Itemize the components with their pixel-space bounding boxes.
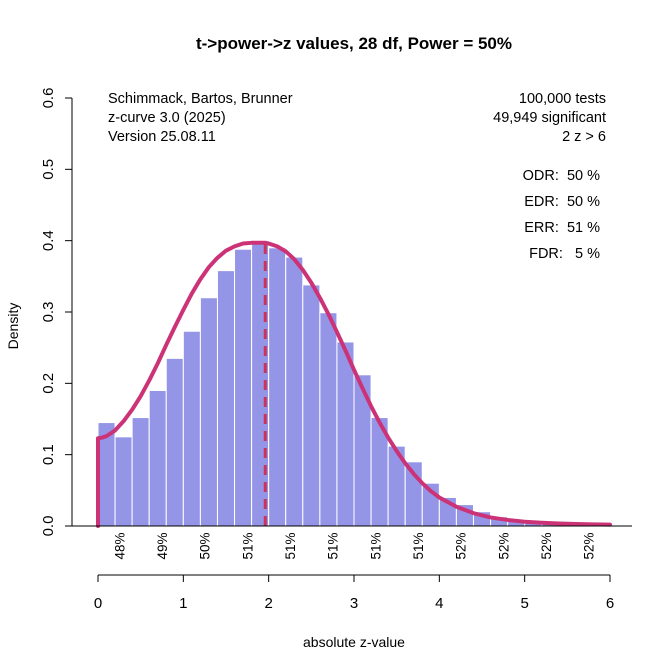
- histogram-bar: [114, 436, 133, 527]
- stat-line: ODR: 50 %: [523, 168, 600, 184]
- y-tick-label: 0.2: [40, 373, 57, 394]
- histogram-bar: [268, 247, 287, 527]
- chart-title: t->power->z values, 28 df, Power = 50%: [196, 34, 512, 53]
- axes: 0.0 0.1 0.2 0.3 0.4 0.5 0.6 0 1 2 3 4 5 6: [40, 88, 632, 612]
- x-tick-label: 2: [264, 595, 272, 612]
- stat-line: FDR: 5 %: [529, 246, 600, 262]
- power-label: 48%: [112, 532, 127, 559]
- x-tick-label: 5: [520, 595, 528, 612]
- info-left-line: z-curve 3.0 (2025): [108, 110, 226, 126]
- histogram-bar: [165, 357, 184, 527]
- power-label: 51%: [240, 532, 255, 559]
- info-right-line: 49,949 significant: [493, 110, 606, 126]
- power-label: 51%: [411, 532, 426, 559]
- power-label: 52%: [454, 532, 469, 559]
- power-label: 52%: [496, 532, 511, 559]
- density-curve: [96, 240, 612, 528]
- y-tick-label: 0.5: [40, 159, 57, 180]
- info-right-line: 100,000 tests: [519, 91, 606, 107]
- y-tick-label: 0.1: [40, 444, 57, 465]
- power-label: 51%: [368, 532, 383, 559]
- info-right-line: 2 z > 6: [562, 129, 606, 145]
- y-tick-label: 0.6: [40, 88, 57, 109]
- x-tick-label: 0: [94, 595, 102, 612]
- power-labels: 48% 49% 50% 51% 51% 51% 51% 51% 52% 52% 52% 52%: [112, 532, 596, 559]
- histogram-bar: [319, 312, 338, 527]
- y-tick-label: 0.4: [40, 230, 57, 251]
- power-label: 50%: [198, 532, 213, 559]
- stat-line: EDR: 50 %: [524, 194, 600, 210]
- x-tick-label: 4: [435, 595, 443, 612]
- power-label: 51%: [283, 532, 298, 559]
- power-label: 49%: [155, 532, 170, 559]
- y-tick-label: 0.0: [40, 516, 57, 537]
- power-label: 52%: [582, 532, 597, 559]
- power-label: 51%: [326, 532, 341, 559]
- histogram-bar: [285, 256, 304, 527]
- power-label: 52%: [539, 532, 554, 559]
- histogram-bar: [131, 417, 150, 527]
- info-left-line: Version 25.08.11: [108, 129, 216, 145]
- info-left-line: Schimmack, Bartos, Brunner: [108, 91, 293, 107]
- histogram-bars: [97, 241, 611, 527]
- histogram-bar: [199, 297, 218, 527]
- histogram-bar: [182, 330, 201, 527]
- histogram-bar: [234, 248, 253, 527]
- y-tick-label: 0.3: [40, 302, 57, 323]
- y-axis-label: Density: [5, 303, 21, 350]
- x-tick-label: 3: [350, 595, 358, 612]
- density-curve-group: [96, 240, 612, 528]
- x-tick-label: 6: [606, 595, 614, 612]
- info-text: Schimmack, Bartos, Brunner z-curve 3.0 (2…: [108, 91, 606, 262]
- histogram-bar: [148, 389, 167, 527]
- stat-line: ERR: 51 %: [524, 220, 600, 236]
- histogram-bar: [216, 270, 236, 527]
- histogram-bar: [302, 284, 321, 527]
- x-tick-label: 1: [179, 595, 187, 612]
- histogram-bar: [336, 341, 355, 527]
- x-axis-label: absolute z-value: [303, 634, 405, 650]
